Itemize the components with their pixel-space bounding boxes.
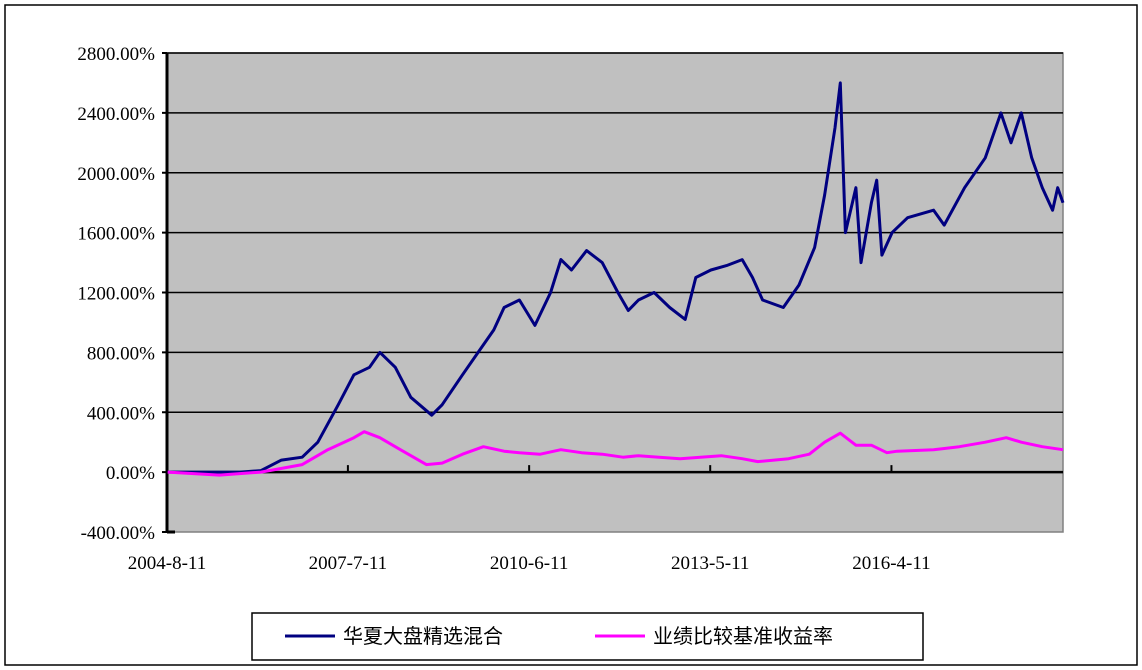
y-tick-label: 400.00% — [87, 403, 155, 424]
y-tick-label: -400.00% — [81, 523, 156, 544]
series-line-fund — [167, 81, 1065, 474]
x-tick-label: 2007-7-11 — [309, 553, 387, 574]
y-tick-label: 2800.00% — [77, 44, 155, 65]
legend-box — [251, 612, 924, 661]
x-tick-label: 2016-4-11 — [852, 553, 930, 574]
x-tick-label: 2010-6-11 — [490, 553, 568, 574]
legend-label-fund: 华夏大盘精选混合 — [343, 624, 503, 648]
y-tick-label: 0.00% — [106, 463, 155, 484]
y-tick-label: 2000.00% — [77, 164, 155, 185]
y-tick-label: 1600.00% — [77, 224, 155, 245]
x-tick-label: 2004-8-11 — [128, 553, 206, 574]
series-line-benchmark — [167, 430, 1064, 477]
y-tick-label: 2400.00% — [77, 104, 155, 125]
y-tick-label: 800.00% — [87, 343, 155, 364]
x-tick-label: 2013-5-11 — [671, 553, 749, 574]
y-tick-label: 1200.00% — [77, 284, 155, 305]
legend: 华夏大盘精选混合 业绩比较基准收益率 — [251, 612, 924, 661]
legend-label-benchmark: 业绩比较基准收益率 — [653, 624, 833, 648]
